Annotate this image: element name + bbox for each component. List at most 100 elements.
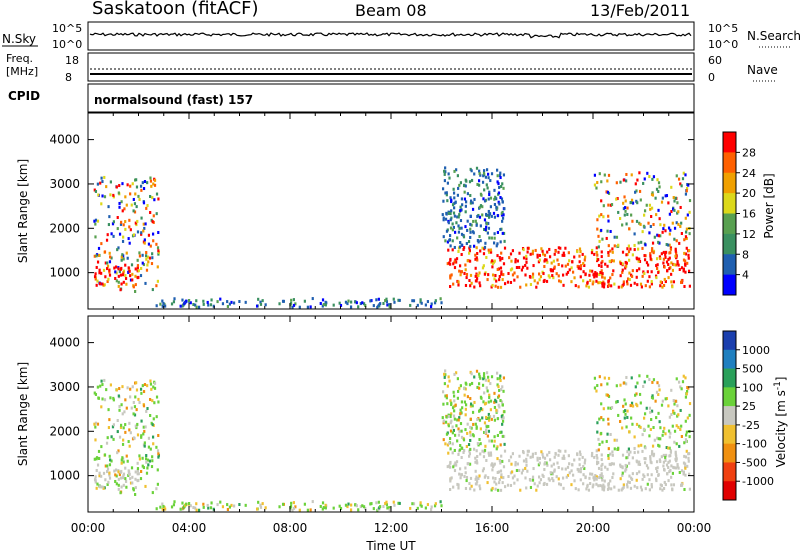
power-cell <box>457 283 460 287</box>
power-cell <box>593 173 597 177</box>
velocity-cell <box>93 422 96 426</box>
velocity-cell <box>452 414 456 418</box>
velocity-cell <box>604 465 607 469</box>
velocity-cell <box>468 449 471 453</box>
velocity-cell <box>656 469 659 473</box>
velocity-cell <box>118 404 121 408</box>
power-cell <box>465 276 468 280</box>
velocity-cell <box>628 481 631 485</box>
velocity-cell <box>492 444 496 448</box>
power-cell <box>152 214 155 218</box>
velocity-cell <box>490 488 493 492</box>
velocity-cell <box>489 408 492 412</box>
power-cell <box>350 300 353 304</box>
velocity-cell <box>452 485 455 489</box>
velocity-cell <box>477 382 481 386</box>
power-cell <box>489 248 493 252</box>
velocity-cell <box>638 460 641 464</box>
velocity-cell <box>483 448 487 452</box>
velocity-cell <box>294 505 297 509</box>
power-cell <box>518 265 521 269</box>
velocity-cell <box>255 507 259 511</box>
power-cell <box>538 278 541 282</box>
velocity-cell <box>476 442 479 446</box>
power-cell <box>525 283 528 287</box>
velocity-cell <box>136 433 140 437</box>
power-cell <box>447 221 450 225</box>
power-cell <box>635 269 639 273</box>
power-cell <box>511 273 515 277</box>
velocity-cell <box>588 476 591 480</box>
velocity-cell <box>485 371 489 375</box>
velocity-cell <box>630 401 634 405</box>
power-cell <box>686 261 689 265</box>
power-cell <box>464 283 468 287</box>
power-cell <box>557 250 560 254</box>
velocity-cell <box>292 506 296 510</box>
velocity-cell <box>579 470 582 474</box>
power-cell <box>563 253 566 257</box>
velocity-cell <box>433 504 437 508</box>
velocity-cell <box>106 482 109 486</box>
velocity-cell <box>121 476 125 480</box>
power-cell <box>444 217 448 221</box>
power-cell <box>597 234 600 238</box>
power-cell <box>457 280 460 284</box>
power-cell <box>579 264 583 268</box>
power-cell <box>488 193 491 197</box>
velocity-cell <box>483 421 487 425</box>
power-cell <box>97 253 100 257</box>
colorbar-cell <box>723 387 736 407</box>
power-cell <box>149 176 152 180</box>
power-cell <box>292 303 296 307</box>
velocity-cell <box>206 503 209 507</box>
colorbar-cell <box>723 443 736 463</box>
velocity-cell <box>195 502 198 506</box>
power-cell <box>151 196 154 200</box>
velocity-cell <box>457 483 460 487</box>
power-cell <box>608 259 611 263</box>
power-cell <box>680 266 684 270</box>
power-cell <box>134 267 137 271</box>
power-cell <box>649 257 652 261</box>
velocity-cell <box>688 472 691 476</box>
power-cell <box>536 253 539 257</box>
velocity-cell <box>464 413 467 417</box>
power-cell <box>490 214 493 218</box>
velocity-cell <box>526 469 529 473</box>
power-cell <box>121 273 125 277</box>
velocity-cell <box>685 430 688 434</box>
velocity-cell <box>117 483 120 487</box>
power-cell <box>98 268 101 272</box>
velocity-cell <box>185 502 188 506</box>
velocity-cell <box>536 484 539 488</box>
velocity-cell <box>665 446 668 450</box>
velocity-cell <box>650 417 653 421</box>
power-cell <box>140 231 143 235</box>
velocity-cell <box>607 417 610 421</box>
velocity-cell <box>471 410 475 414</box>
velocity-cell <box>519 488 522 492</box>
power-cell <box>164 304 167 308</box>
velocity-cell <box>655 416 658 420</box>
velocity-cell <box>615 384 618 388</box>
power-cell <box>605 236 608 240</box>
power-cell <box>161 304 164 308</box>
power-cell <box>615 197 618 201</box>
power-cell <box>637 241 640 245</box>
velocity-cell <box>131 481 134 485</box>
velocity-cell <box>564 449 567 453</box>
velocity-cell <box>597 437 600 441</box>
power-cell <box>630 173 633 177</box>
power-cell <box>624 260 627 264</box>
velocity-cell <box>584 458 587 462</box>
y-tick-label: 2000 <box>49 424 80 438</box>
velocity-cell <box>486 434 489 438</box>
velocity-cell <box>672 399 675 403</box>
power-cell <box>143 180 147 184</box>
velocity-cell <box>488 453 491 457</box>
velocity-cell <box>98 474 101 478</box>
velocity-cell <box>643 412 647 416</box>
velocity-cell <box>644 446 647 450</box>
